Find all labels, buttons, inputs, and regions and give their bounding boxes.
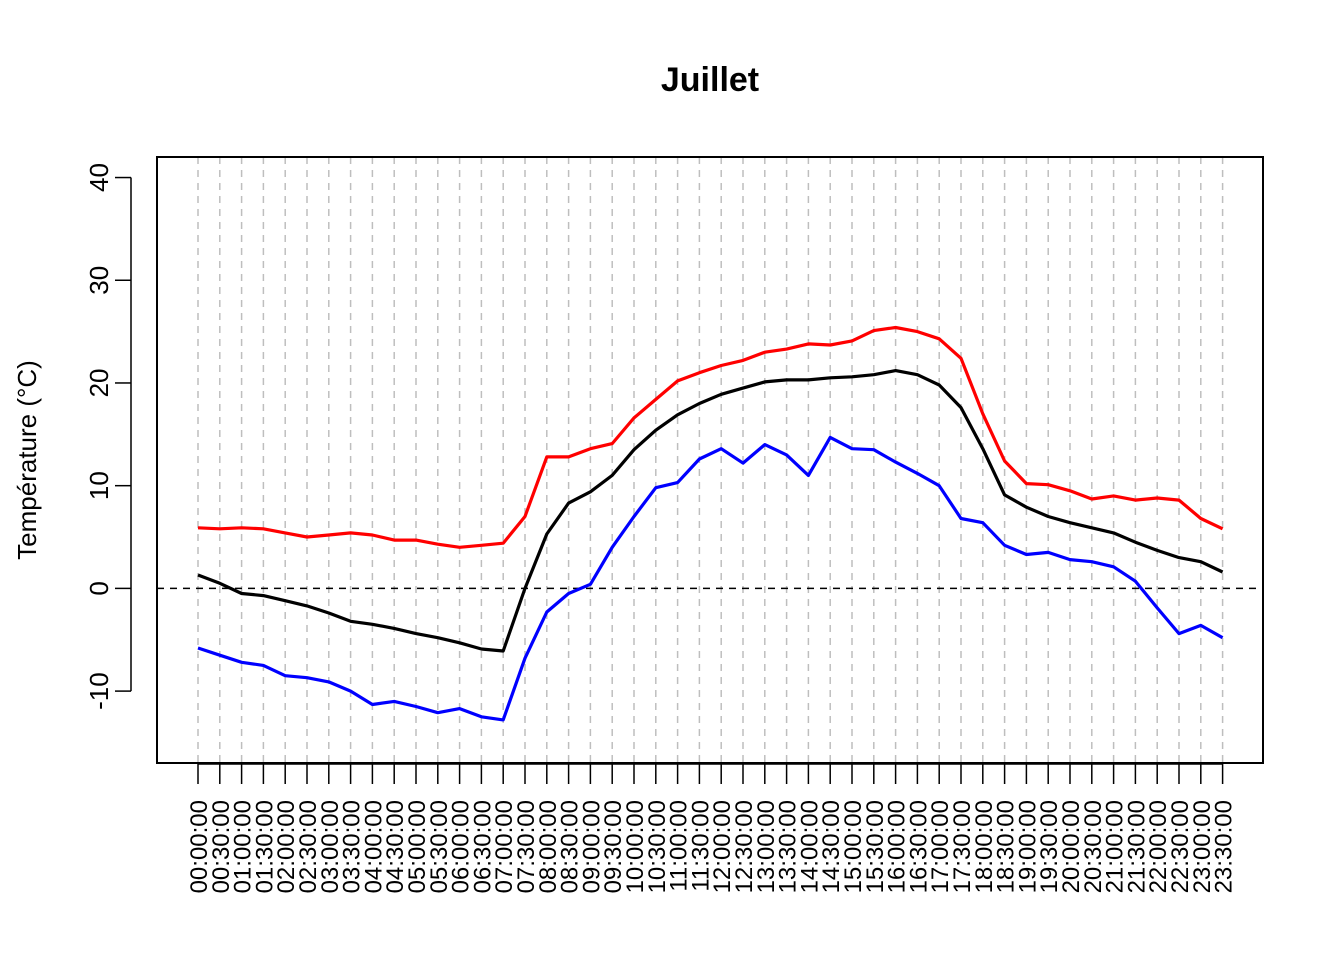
y-tick-label: 0 [84,581,114,595]
x-tick-label: 07:30:00 [513,800,540,893]
x-tick-label: 23:00:00 [1189,800,1216,893]
x-tick-label: 07:00:00 [491,800,518,893]
y-tick-label: 10 [84,471,114,500]
x-tick-label: 13:00:00 [753,800,780,893]
x-tick-label: 16:30:00 [905,800,932,893]
x-tick-label: 18:30:00 [993,800,1020,893]
x-tick-label: 01:30:00 [251,800,278,893]
y-axis: -10 0 10 20 30 40 [84,163,132,710]
x-tick-label: 16:00:00 [884,800,911,893]
x-tick-label: 08:00:00 [535,800,562,893]
x-tick-label: 13:30:00 [775,800,802,893]
x-tick-label: 20:00:00 [1058,800,1085,893]
x-tick-label: 04:30:00 [382,800,409,893]
x-tick-label: 14:00:00 [796,800,823,893]
x-tick-label: 10:30:00 [644,800,671,893]
x-tick-label: 04:00:00 [360,800,387,893]
x-tick-label: 23:30:00 [1211,800,1238,893]
x-tick-label: 12:00:00 [709,800,736,893]
x-tick-label: 02:30:00 [295,800,322,893]
y-tick-label: 30 [84,266,114,295]
x-tick-label: 19:30:00 [1036,800,1063,893]
x-tick-label: 05:30:00 [426,800,453,893]
x-tick-label: 17:30:00 [949,800,976,893]
series-line-0 [197,325,1224,549]
x-tick-label: 10:00:00 [622,800,649,893]
x-tick-label: 15:30:00 [862,800,889,893]
x-tick-label: 19:00:00 [1014,800,1041,893]
y-axis-label: Température (°C) [12,360,42,560]
chart-title: Juillet [661,61,759,99]
x-tick-label: 11:00:00 [666,800,693,892]
x-tick-label: 00:30:00 [208,800,235,893]
x-tick-label: 03:00:00 [317,800,344,893]
x-tick-label: 22:00:00 [1145,800,1172,893]
y-tick-label: 20 [84,369,114,398]
y-tick-label: 40 [84,163,114,192]
x-tick-label: 12:30:00 [731,800,758,893]
x-tick-label: 22:30:00 [1167,800,1194,893]
x-tick-label: 09:30:00 [600,800,627,893]
x-axis: 00:00:0000:30:0001:00:0001:30:0002:00:00… [186,763,1238,893]
x-tick-label: 15:00:00 [840,800,867,893]
x-tick-label: 21:00:00 [1102,800,1129,893]
x-tick-label: 14:30:00 [818,800,845,893]
x-tick-label: 09:00:00 [578,800,605,893]
x-tick-label: 21:30:00 [1123,800,1150,893]
x-tick-label: 02:00:00 [273,800,300,893]
x-tick-label: 11:30:00 [687,800,714,892]
x-tick-label: 18:00:00 [971,800,998,893]
x-tick-label: 06:00:00 [448,800,475,893]
series-layer [197,325,1224,722]
x-tick-label: 08:30:00 [557,800,584,893]
vertical-grid [197,157,1224,763]
plot-frame [156,156,1264,764]
x-tick-label: 00:00:00 [186,800,213,893]
x-tick-label: 17:00:00 [927,800,954,893]
x-tick-label: 06:30:00 [469,800,496,893]
x-tick-label: 05:00:00 [404,800,431,893]
x-tick-label: 03:30:00 [339,800,366,893]
x-tick-label: 01:00:00 [230,800,257,893]
x-tick-label: 20:30:00 [1080,800,1107,893]
series-line-1 [197,369,1224,653]
y-tick-label: -10 [84,672,114,710]
series-line-2 [197,435,1224,722]
